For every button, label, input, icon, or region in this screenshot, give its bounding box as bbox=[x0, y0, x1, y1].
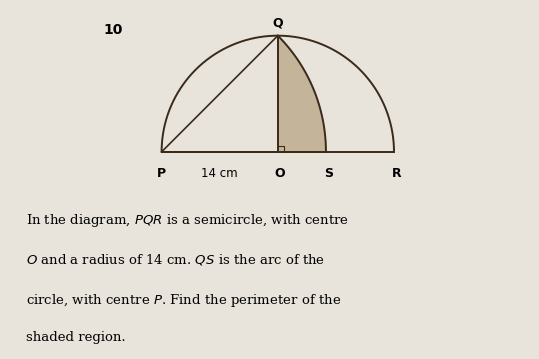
Text: R: R bbox=[392, 167, 402, 180]
Text: $O$ and a radius of 14 cm. $QS$ is the arc of the: $O$ and a radius of 14 cm. $QS$ is the a… bbox=[26, 252, 326, 267]
Text: shaded region.: shaded region. bbox=[26, 331, 126, 344]
Text: Q: Q bbox=[273, 16, 283, 29]
Text: circle, with centre $P$. Find the perimeter of the: circle, with centre $P$. Find the perime… bbox=[26, 292, 341, 309]
Text: S: S bbox=[324, 167, 333, 180]
Text: In the diagram, $PQR$ is a semicircle, with centre: In the diagram, $PQR$ is a semicircle, w… bbox=[26, 213, 349, 229]
Polygon shape bbox=[278, 36, 326, 152]
Text: P: P bbox=[157, 167, 166, 180]
Text: 10: 10 bbox=[103, 23, 123, 37]
Text: 14 cm: 14 cm bbox=[202, 167, 238, 180]
Text: O: O bbox=[274, 167, 285, 180]
